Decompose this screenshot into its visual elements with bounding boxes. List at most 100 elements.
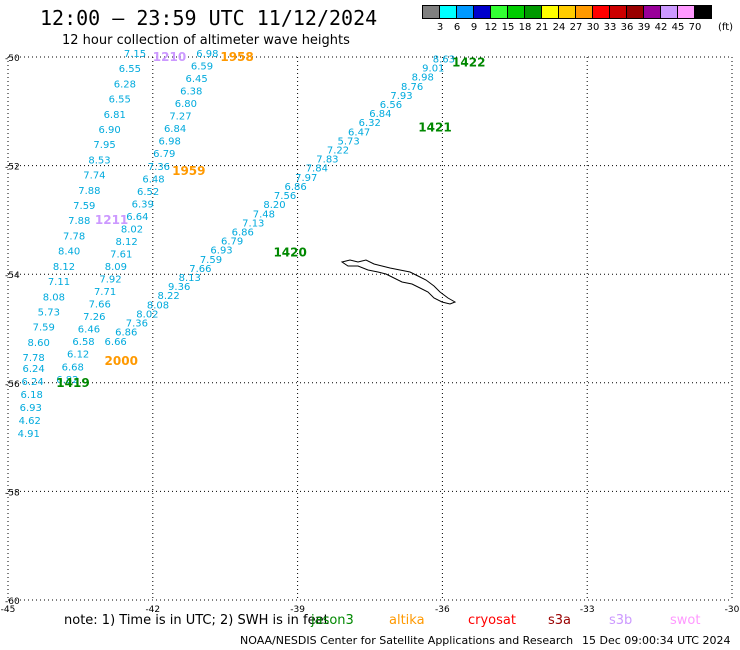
credit-text: NOAA/NESDIS Center for Satellite Applica… bbox=[240, 634, 574, 647]
swh-value-label: 7.95 bbox=[93, 140, 115, 151]
lon-label: -33 bbox=[580, 605, 595, 615]
swh-value-label: 7.74 bbox=[83, 171, 105, 182]
swh-value-label: 7.66 bbox=[189, 264, 211, 275]
lat-label: -60 bbox=[5, 597, 20, 607]
swh-value-label: 8.22 bbox=[157, 291, 179, 302]
color-tick-label: 36 bbox=[620, 22, 634, 33]
swh-value-label: 8.13 bbox=[179, 273, 201, 284]
color-tick-label: 3 bbox=[436, 22, 444, 33]
lon-label: -36 bbox=[435, 605, 450, 615]
swh-value-label: 9.01 bbox=[422, 64, 444, 75]
swh-value-label: 6.24 bbox=[22, 364, 44, 375]
swh-value-label: 7.26 bbox=[83, 312, 105, 323]
color-tick-label: 45 bbox=[671, 22, 685, 33]
color-tick-label: 9 bbox=[470, 22, 478, 33]
swh-value-label: 6.80 bbox=[175, 99, 197, 110]
swh-value-label: 8.08 bbox=[43, 292, 65, 303]
swh-value-label: 7.22 bbox=[327, 146, 349, 157]
pass-time-label: 2000 bbox=[105, 354, 138, 368]
swh-value-label: 6.58 bbox=[72, 337, 94, 348]
lon-label: -39 bbox=[290, 605, 305, 615]
swh-value-label: 7.48 bbox=[253, 209, 275, 220]
swh-value-label: 8.60 bbox=[28, 338, 50, 349]
mission-label: cryosat bbox=[468, 613, 516, 628]
swh-value-label: 6.59 bbox=[191, 62, 213, 73]
pass-time-label: 1211 bbox=[95, 213, 128, 227]
swh-value-label: 6.32 bbox=[359, 118, 381, 129]
swh-value-label: 8.53 bbox=[88, 155, 110, 166]
swh-value-label: 7.61 bbox=[110, 249, 132, 260]
pass-time-label: 1419 bbox=[56, 376, 89, 390]
color-legend bbox=[422, 5, 712, 19]
swh-value-label: 6.79 bbox=[153, 149, 175, 160]
color-unit-label: (ft) bbox=[718, 22, 734, 33]
lon-label: -42 bbox=[145, 605, 160, 615]
pass-time-label: 1420 bbox=[273, 245, 306, 259]
mission-label: swot bbox=[670, 613, 701, 628]
swh-value-label: 6.86 bbox=[232, 227, 254, 238]
swh-value-label: 7.59 bbox=[200, 255, 222, 266]
swh-value-label: 6.38 bbox=[180, 87, 202, 98]
swh-value-label: 6.64 bbox=[126, 212, 148, 223]
color-tick-label: 33 bbox=[603, 22, 617, 33]
swh-value-label: 7.78 bbox=[63, 231, 85, 242]
swh-value-label: 8.09 bbox=[105, 262, 127, 273]
color-tick-label: 70 bbox=[688, 22, 702, 33]
map-subtitle: 12 hour collection of altimeter wave hei… bbox=[62, 33, 350, 48]
swh-value-label: 6.66 bbox=[105, 337, 127, 348]
color-tick-label: 27 bbox=[569, 22, 583, 33]
swh-value-label: 7.56 bbox=[274, 191, 296, 202]
swh-value-label: 7.92 bbox=[99, 275, 121, 286]
swh-value-label: 6.79 bbox=[221, 237, 243, 248]
swh-value-label: 8.40 bbox=[58, 247, 80, 258]
swh-value-label: 6.55 bbox=[119, 64, 141, 75]
swh-value-label: 6.90 bbox=[99, 125, 121, 136]
swh-value-label: 7.78 bbox=[22, 353, 44, 364]
swh-value-label: 8.63 bbox=[433, 54, 455, 65]
mission-label: s3b bbox=[609, 613, 633, 628]
mission-label: jason3 bbox=[311, 613, 354, 628]
swh-value-label: 6.18 bbox=[21, 390, 43, 401]
swh-value-label: 6.45 bbox=[185, 74, 207, 85]
swh-value-label: 8.02 bbox=[136, 309, 158, 320]
swh-value-label: 7.88 bbox=[78, 186, 100, 197]
swh-value-label: 7.36 bbox=[148, 162, 170, 173]
swh-value-label: 6.86 bbox=[115, 328, 137, 339]
swh-value-label: 6.47 bbox=[348, 127, 370, 138]
pass-time-label: 1959 bbox=[172, 164, 205, 178]
swh-value-label: 6.82 bbox=[56, 375, 78, 386]
lon-label: -30 bbox=[725, 605, 740, 615]
swh-value-label: 7.88 bbox=[68, 216, 90, 227]
lon-label: -45 bbox=[1, 605, 16, 615]
swh-value-label: 6.24 bbox=[22, 377, 44, 388]
swh-value-label: 6.81 bbox=[104, 110, 126, 121]
swh-value-label: 6.52 bbox=[137, 187, 159, 198]
color-tick-label: 15 bbox=[501, 22, 515, 33]
swh-value-label: 5.73 bbox=[38, 307, 60, 318]
map-title: 12:00 — 23:59 UTC 11/12/2024 bbox=[40, 6, 378, 30]
swh-value-label: 6.39 bbox=[132, 199, 154, 210]
swh-value-label: 7.11 bbox=[48, 277, 70, 288]
swh-value-label: 6.28 bbox=[114, 79, 136, 90]
swh-value-label: 8.12 bbox=[53, 262, 75, 273]
lat-label: -54 bbox=[5, 271, 20, 281]
swh-value-label: 4.91 bbox=[18, 429, 40, 440]
swh-value-label: 9.36 bbox=[168, 282, 190, 293]
island-coastline bbox=[340, 259, 457, 305]
swh-value-label: 6.84 bbox=[164, 124, 186, 135]
swh-value-label: 6.93 bbox=[20, 403, 42, 414]
swh-value-label: 7.93 bbox=[390, 91, 412, 102]
lat-label: -56 bbox=[5, 380, 20, 390]
color-tick-label: 12 bbox=[484, 22, 498, 33]
footer-note: note: 1) Time is in UTC; 2) SWH is in fe… bbox=[64, 613, 329, 628]
swh-value-label: 7.66 bbox=[89, 300, 111, 311]
swh-value-label: 4.62 bbox=[19, 416, 41, 427]
lat-label: -50 bbox=[5, 54, 20, 64]
pass-time-label: 1422 bbox=[452, 55, 485, 69]
swh-value-label: 6.84 bbox=[369, 109, 391, 120]
mission-label: altika bbox=[389, 613, 425, 628]
swh-value-label: 8.76 bbox=[401, 82, 423, 93]
swh-value-label: 6.93 bbox=[210, 246, 232, 257]
color-tick-label: 18 bbox=[518, 22, 532, 33]
